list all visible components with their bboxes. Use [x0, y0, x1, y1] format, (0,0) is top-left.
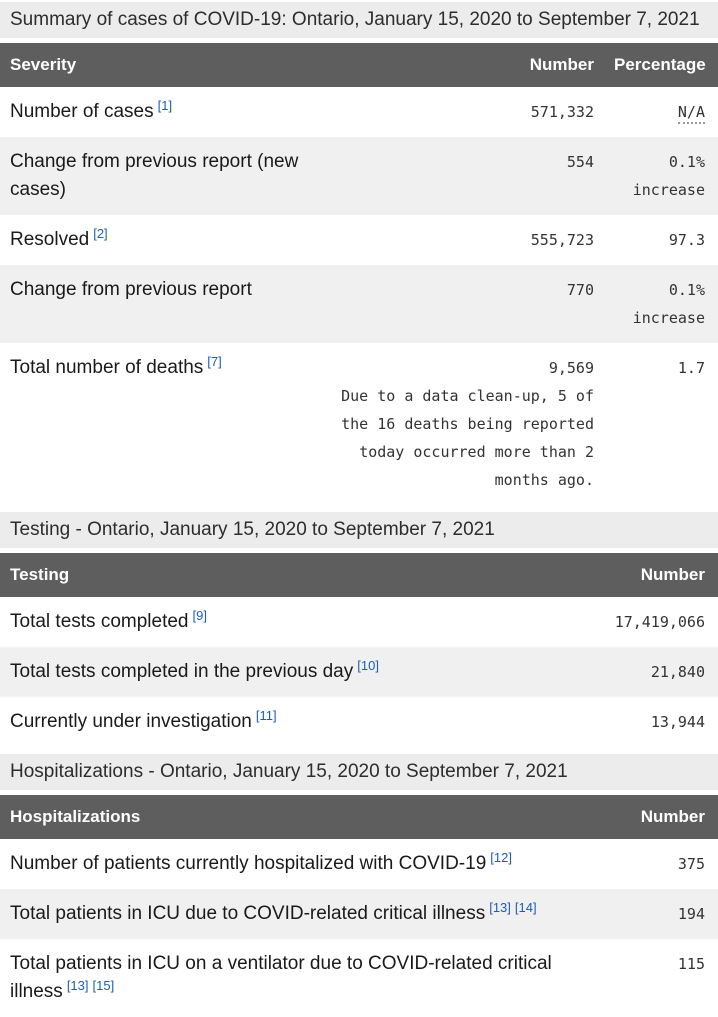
footnote-sup: [14] [515, 900, 537, 915]
footnote-link[interactable]: [2] [93, 226, 108, 241]
row-label: Total patients in ICU due to COVID-relat… [10, 900, 537, 924]
row-percentage: 0.1% increase [632, 153, 705, 199]
table-row: Total tests completed [9] 17,419,066 [0, 597, 718, 647]
hospitalizations-header-row: Hospitalizations Number [0, 795, 718, 839]
hospitalizations-table: Hospitalizations Number Number of patien… [0, 795, 718, 1017]
testing-header-row: Testing Number [0, 553, 718, 597]
footnote-link[interactable]: [1] [157, 98, 173, 113]
testing-table: Testing Number Total tests completed [9] 1… [0, 553, 718, 747]
summary-table-body: Number of cases [1] 571,332 N/A Change from … [0, 87, 718, 505]
table-row: Number of patients currently hospitalize… [0, 839, 718, 889]
hospitalizations-table-body: Number of patients currently hospitalize… [0, 839, 718, 1017]
row-label: Total number of deaths [7] [10, 354, 222, 378]
footnote-sup: [15] [93, 978, 115, 993]
table-row: Total patients in ICU due to COVID-relat… [0, 889, 718, 939]
row-label: Total tests completed [9] [10, 608, 207, 632]
row-number: 13,944 [650, 713, 705, 731]
footnote-link[interactable]: [14] [514, 900, 537, 915]
row-percentage: 97.3 [668, 231, 705, 249]
table-row: Resolved [2] 555,723 97.3 [0, 215, 718, 265]
row-label: Total tests completed in the previous da… [10, 658, 379, 682]
summary-table-caption: Summary of cases of COVID-19: Ontario, J… [0, 2, 718, 38]
row-number: 9,569 Due to a data clean-up, 5 of the 16… [330, 343, 604, 505]
column-header-hospitalizations: Hospitalizations [0, 795, 600, 839]
row-label: Total patients in ICU on a ventilator du… [10, 953, 552, 1002]
footnote-sup: [13] [489, 900, 511, 915]
footnote-sup: [9] [192, 608, 206, 623]
hospitalizations-table-caption: Hospitalizations - Ontario, January 15, … [0, 754, 718, 790]
table-row: Currently under investigation [11] 13,944 [0, 697, 718, 747]
table-row: Total patients in ICU on a ventilator du… [0, 939, 718, 1017]
table-row: Change from previous report 770 0.1% incre… [0, 265, 718, 343]
row-number: 17,419,066 [614, 613, 705, 631]
footnote-sup: [2] [93, 226, 107, 241]
table-row: Total tests completed in the previous da… [0, 647, 718, 697]
footnote-link[interactable]: [15] [92, 978, 115, 993]
footnote-link[interactable]: [13] [489, 900, 511, 915]
number-note: Due to a data clean-up, 5 of the 16 deat… [341, 387, 594, 489]
footnote-link[interactable]: [10] [357, 658, 379, 673]
footnote-link[interactable]: [13] [66, 978, 89, 993]
column-header-testing: Testing [0, 553, 600, 597]
not-applicable-abbr: N/A [677, 103, 705, 124]
row-number: 115 [677, 955, 705, 973]
testing-table-body: Total tests completed [9] 17,419,066 Total … [0, 597, 718, 747]
row-number: 375 [677, 855, 705, 873]
row-label: Number of patients currently hospitalize… [10, 850, 512, 874]
testing-table-caption: Testing - Ontario, January 15, 2020 to S… [0, 512, 718, 548]
row-number: 554 [566, 153, 594, 171]
row-number: 571,332 [530, 103, 594, 121]
footnote-link[interactable]: [9] [192, 608, 207, 623]
column-header-number: Number [600, 553, 718, 597]
summary-cases-section: Summary of cases of COVID-19: Ontario, J… [0, 2, 718, 505]
row-number: 555,723 [530, 231, 594, 249]
column-header-severity: Severity [0, 43, 330, 87]
footnote-link[interactable]: [7] [207, 354, 222, 369]
column-header-number: Number [600, 795, 718, 839]
footnote-sup: [10] [357, 658, 379, 673]
table-row: Total number of deaths [7] 9,569 Due to a d… [0, 343, 718, 505]
footnote-sup: [12] [490, 850, 512, 865]
row-number: 770 [566, 281, 594, 299]
footnote-sup: [13] [67, 978, 89, 993]
summary-cases-table: Severity Number Percentage Number of cas… [0, 43, 718, 505]
row-label: Change from previous report [10, 279, 252, 300]
row-label: Change from previous report (new cases) [10, 151, 299, 200]
row-number: 194 [677, 905, 705, 923]
summary-header-row: Severity Number Percentage [0, 43, 718, 87]
row-percentage: 1.7 [677, 359, 705, 377]
row-percentage: 0.1% increase [632, 281, 705, 327]
row-label: Number of cases [1] [10, 98, 173, 122]
row-percentage: N/A [604, 87, 718, 137]
footnote-link[interactable]: [11] [255, 708, 277, 723]
testing-section: Testing - Ontario, January 15, 2020 to S… [0, 512, 718, 747]
footnote-sup: [7] [207, 354, 221, 369]
row-label: Currently under investigation [11] [10, 708, 277, 732]
footnote-link[interactable]: [12] [490, 850, 512, 865]
footnote-sup: [1] [158, 98, 172, 113]
column-header-number: Number [330, 43, 604, 87]
table-row: Change from previous report (new cases) 5… [0, 137, 718, 215]
column-header-percentage: Percentage [604, 43, 718, 87]
table-row: Number of cases [1] 571,332 N/A [0, 87, 718, 137]
hospitalizations-section: Hospitalizations - Ontario, January 15, … [0, 754, 718, 1017]
row-label: Resolved [2] [10, 226, 108, 250]
row-number: 21,840 [650, 663, 705, 681]
footnote-sup: [11] [256, 708, 277, 723]
